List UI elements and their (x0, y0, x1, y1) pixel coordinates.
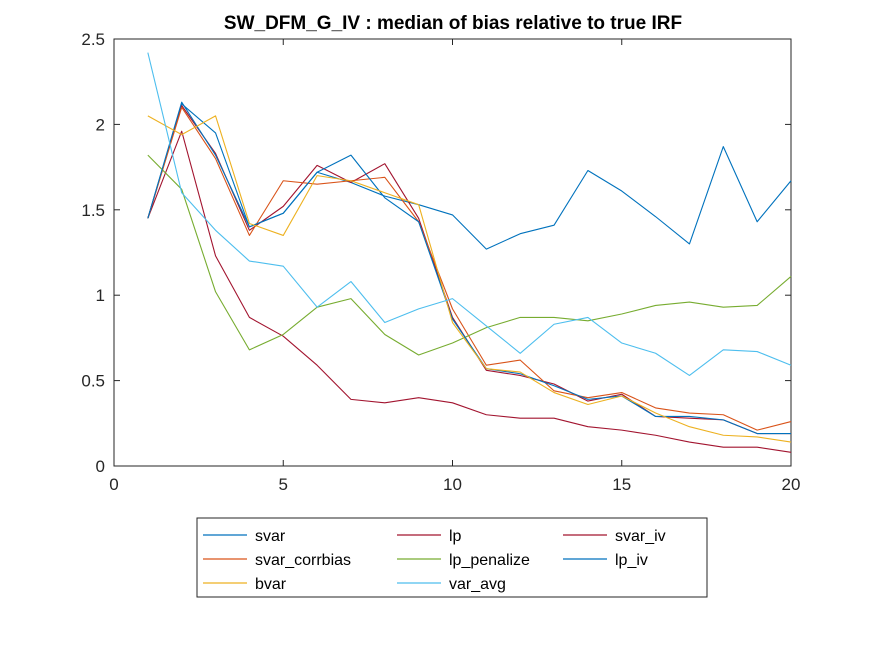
legend-label-lp-iv: lp_iv (615, 552, 648, 569)
legend-label-var-avg: var_avg (449, 576, 506, 593)
x-tick-label: 10 (443, 475, 462, 494)
chart-title: SW_DFM_G_IV : median of bias relative to… (224, 13, 682, 34)
series-line-var-avg (147, 52, 792, 377)
plot-area: 0 5 10 15 20 0 0.5 1 1.5 2 2.5 (81, 30, 800, 494)
legend-label-svar-corrbias: svar_corrbias (255, 552, 351, 569)
y-tick-label: 1.5 (81, 201, 105, 220)
legend-label-bvar: bvar (255, 576, 287, 593)
series-line-lp-iv (147, 101, 791, 435)
legend-label-svar-iv: svar_iv (615, 528, 666, 545)
x-tick-label: 0 (109, 475, 118, 494)
x-tick-label: 20 (782, 475, 801, 494)
y-tick-label: 2.5 (81, 30, 105, 49)
y-tick-label: 0.5 (81, 372, 105, 391)
legend-label-svar: svar (255, 528, 286, 545)
series-line-bvar (147, 115, 792, 443)
series-line-svar-corrbias (147, 106, 792, 431)
x-tick-label: 15 (612, 475, 631, 494)
y-tick-label: 1 (96, 286, 105, 305)
y-tick-label: 0 (96, 457, 105, 476)
series-line-lp-penalize (147, 154, 792, 356)
x-tick-label: 5 (279, 475, 288, 494)
legend-label-lp: lp (449, 528, 462, 545)
series-line-svar-iv (147, 130, 792, 453)
legend-box (196, 517, 708, 598)
legend: svar lp svar_iv svar_corrbias lp_penalize lp_… (196, 517, 708, 598)
axes-box (113, 38, 792, 467)
y-tick-label: 2 (96, 115, 105, 134)
legend-label-lp-penalize: lp_penalize (449, 552, 530, 569)
